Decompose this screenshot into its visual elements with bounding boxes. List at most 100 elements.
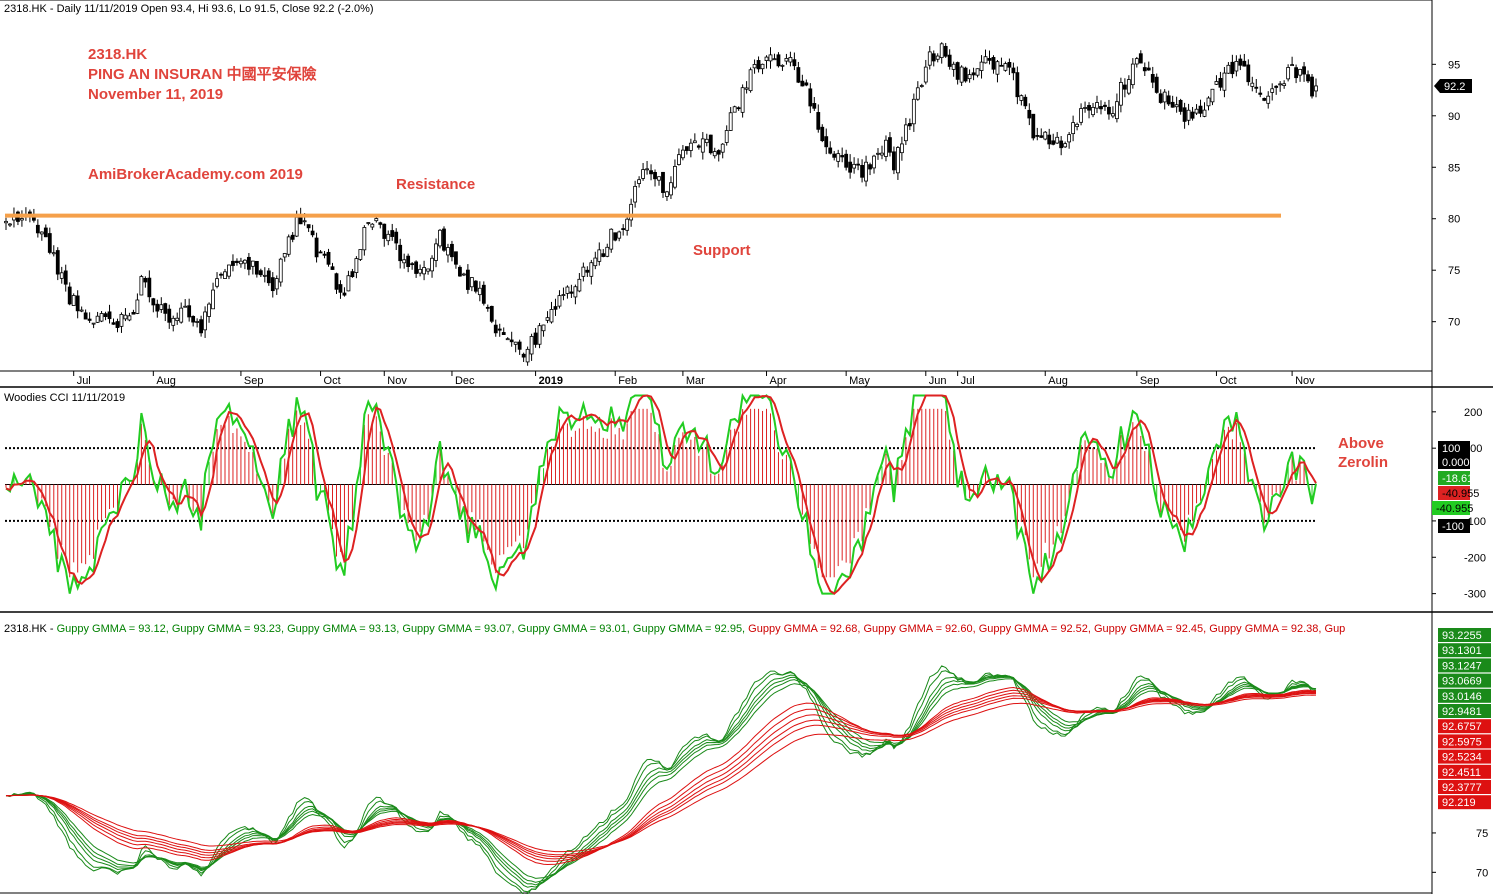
- price-bar: [680, 145, 685, 161]
- price-bar: [661, 171, 665, 198]
- price-bar: [282, 252, 287, 262]
- price-header: 2318.HK - Daily 11/11/2019 Open 93.4, Hi…: [4, 3, 374, 15]
- gmma-header-item: Guppy GMMA = 93.23,: [169, 623, 284, 635]
- svg-text:92.219: 92.219: [1442, 797, 1476, 809]
- price-bar: [999, 57, 1004, 67]
- gmma-value-tag: 92.5234: [1438, 749, 1491, 764]
- price-bar: [418, 264, 423, 277]
- price-bar: [828, 141, 833, 155]
- price-bar: [1118, 77, 1123, 113]
- svg-text:92.5975: 92.5975: [1442, 736, 1482, 748]
- price-bar: [864, 155, 868, 187]
- price-bars: [4, 42, 1318, 366]
- price-bar: [772, 53, 777, 61]
- month-label: Sep: [244, 375, 264, 387]
- price-bar: [1047, 128, 1052, 150]
- price-bar: [573, 284, 578, 305]
- price-bar: [250, 260, 255, 275]
- price-bar: [517, 339, 522, 355]
- price-bar: [1075, 122, 1079, 131]
- price-bar: [1206, 96, 1211, 111]
- price-bar: [625, 217, 630, 236]
- price-bar: [47, 227, 52, 255]
- price-bar: [1210, 88, 1215, 106]
- price-bar: [4, 217, 8, 230]
- price-bar: [609, 228, 614, 253]
- price-bar: [274, 275, 279, 295]
- price-bar: [1146, 61, 1151, 71]
- price-bar: [1067, 132, 1072, 149]
- price-bar: [219, 272, 223, 279]
- site-label: AmiBrokerAcademy.com 2019: [88, 166, 303, 183]
- price-bar: [553, 298, 558, 316]
- price-bar: [458, 265, 462, 277]
- price-bar: [852, 157, 857, 174]
- price-bar: [350, 268, 355, 278]
- price-bar: [286, 234, 291, 257]
- svg-text:93.1247: 93.1247: [1442, 660, 1482, 672]
- price-bar: [561, 287, 566, 301]
- price-bar: [1011, 62, 1016, 81]
- above-zero-note-line1: Above: [1338, 435, 1384, 452]
- gmma-value-tag: 93.1301: [1438, 643, 1491, 658]
- price-bar: [366, 222, 371, 226]
- price-bar: [63, 264, 68, 292]
- price-bar: [119, 312, 124, 333]
- price-bar: [362, 225, 367, 256]
- price-bar: [215, 272, 219, 289]
- price-bar: [880, 145, 884, 160]
- price-bar: [1023, 94, 1028, 110]
- price-bar: [915, 81, 920, 101]
- price-bar: [20, 210, 24, 227]
- price-bar: [525, 346, 530, 366]
- gmma-value-tag: 92.4511: [1438, 764, 1491, 779]
- price-bar: [489, 305, 494, 324]
- price-bar: [979, 55, 984, 79]
- price-bar: [223, 268, 227, 279]
- price-bar: [91, 322, 96, 329]
- price-bar: [410, 262, 415, 270]
- month-label: Jul: [961, 375, 975, 387]
- price-bar: [127, 312, 132, 322]
- gmma-long-line: [6, 694, 1317, 853]
- price-bar: [529, 333, 534, 361]
- price-bar: [227, 264, 231, 280]
- price-bar: [1087, 102, 1091, 119]
- svg-text:-18.6181: -18.6181: [1442, 473, 1485, 485]
- price-bar: [720, 143, 725, 159]
- price-bar: [1099, 100, 1103, 115]
- price-bar: [1198, 99, 1203, 118]
- price-bar: [99, 310, 104, 323]
- svg-text:0.00000: 0.00000: [1442, 457, 1482, 469]
- price-bar: [1071, 115, 1076, 142]
- price-bar: [633, 180, 638, 208]
- price-bar: [1079, 103, 1083, 126]
- price-bar: [1158, 89, 1163, 104]
- cci-line: [5, 392, 1317, 595]
- above-zero-note-line2: Zerolin: [1338, 454, 1388, 471]
- price-bar: [334, 272, 339, 294]
- price-bar: [1019, 94, 1024, 106]
- svg-text:93.0146: 93.0146: [1442, 691, 1482, 703]
- price-bar: [1274, 85, 1279, 95]
- gmma-long-line: [5, 692, 1317, 856]
- price-bar: [346, 270, 351, 292]
- price-bar: [481, 281, 486, 306]
- price-bar: [1111, 106, 1115, 119]
- price-bar: [927, 46, 932, 70]
- price-bar: [613, 232, 618, 242]
- gmma-value-tag: 92.5975: [1438, 734, 1491, 749]
- price-bar: [16, 210, 20, 226]
- price-bar: [1150, 66, 1155, 89]
- month-axis: Jul Aug Sep Oct Nov Dec 2019 Feb Mar Apr May Jun Jul…: [73, 371, 1315, 387]
- turbo-cci-line: [5, 394, 1317, 595]
- price-bar: [1059, 136, 1064, 156]
- price-bar: [239, 257, 243, 268]
- price-bar: [1266, 91, 1271, 109]
- price-bar: [975, 68, 980, 78]
- price-bar: [892, 146, 896, 175]
- price-bar: [398, 238, 403, 269]
- price-bar: [860, 159, 864, 183]
- price-bar: [59, 266, 64, 284]
